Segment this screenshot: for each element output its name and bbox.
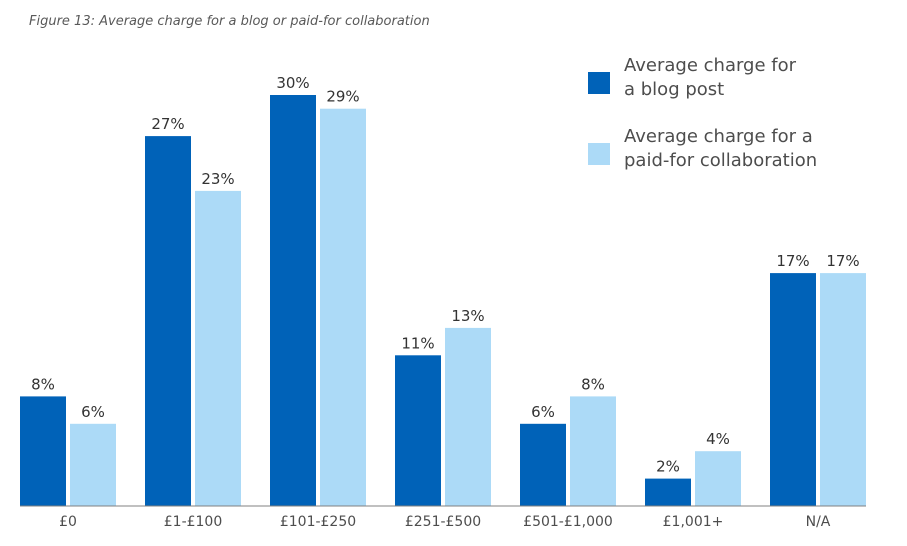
x-tick-labels-group: £0 £1-£100 £101-£250 £251-£500 £501-£1,000 £1… <box>59 514 831 530</box>
value-label-s2-1: 23% <box>201 170 234 188</box>
legend-swatch-2 <box>588 143 610 165</box>
bar-s1-5 <box>645 478 691 506</box>
bar-s1-4 <box>520 423 566 506</box>
bar-s2-4 <box>570 396 616 506</box>
value-label-s2-3: 13% <box>451 307 484 325</box>
bars-group <box>20 95 866 506</box>
x-tick-label-3: £251-£500 <box>405 514 481 530</box>
value-label-s2-0: 6% <box>81 403 105 421</box>
value-label-s1-0: 8% <box>31 375 55 393</box>
figure-title: Figure 13: Average charge for a blog or … <box>29 14 430 29</box>
value-label-s1-5: 2% <box>656 458 680 476</box>
bar-s1-2 <box>270 95 316 506</box>
value-label-s2-2: 29% <box>326 88 359 106</box>
x-tick-label-5: £1,001+ <box>663 514 724 530</box>
bar-s1-0 <box>20 396 66 506</box>
value-label-s1-4: 6% <box>531 403 555 421</box>
legend-label-2-line-1: Average charge for a <box>624 126 813 147</box>
bar-s1-3 <box>395 355 441 506</box>
value-label-s1-1: 27% <box>151 115 184 133</box>
legend-label-1-line-2: a blog post <box>624 79 724 100</box>
value-label-s1-2: 30% <box>276 74 309 92</box>
legend: Average charge for a blog post Average cha… <box>588 55 817 171</box>
bar-s2-0 <box>70 423 116 506</box>
value-label-s2-4: 8% <box>581 375 605 393</box>
bar-s2-2 <box>320 108 366 506</box>
value-label-s1-3: 11% <box>401 334 434 352</box>
bar-s2-6 <box>820 273 866 506</box>
legend-label-2-line-2: paid-for collaboration <box>624 150 817 171</box>
legend-label-1-line-1: Average charge for <box>624 55 797 76</box>
bar-s2-5 <box>695 451 741 506</box>
value-label-s2-5: 4% <box>706 430 730 448</box>
bar-s1-1 <box>145 136 191 506</box>
x-tick-label-6: N/A <box>806 514 831 530</box>
value-label-s2-6: 17% <box>826 252 859 270</box>
legend-swatch-1 <box>588 72 610 94</box>
bar-s2-1 <box>195 190 241 506</box>
x-tick-label-1: £1-£100 <box>164 514 223 530</box>
bar-s2-3 <box>445 327 491 506</box>
x-tick-label-0: £0 <box>59 514 77 530</box>
value-label-s1-6: 17% <box>776 252 809 270</box>
value-labels-group: 8% 6% 27% 23% 30% 29% 11% 13% 6% 8% 2% 4% 17% 17% <box>31 74 860 476</box>
x-tick-label-4: £501-£1,000 <box>523 514 613 530</box>
x-tick-label-2: £101-£250 <box>280 514 356 530</box>
bar-s1-6 <box>770 273 816 506</box>
